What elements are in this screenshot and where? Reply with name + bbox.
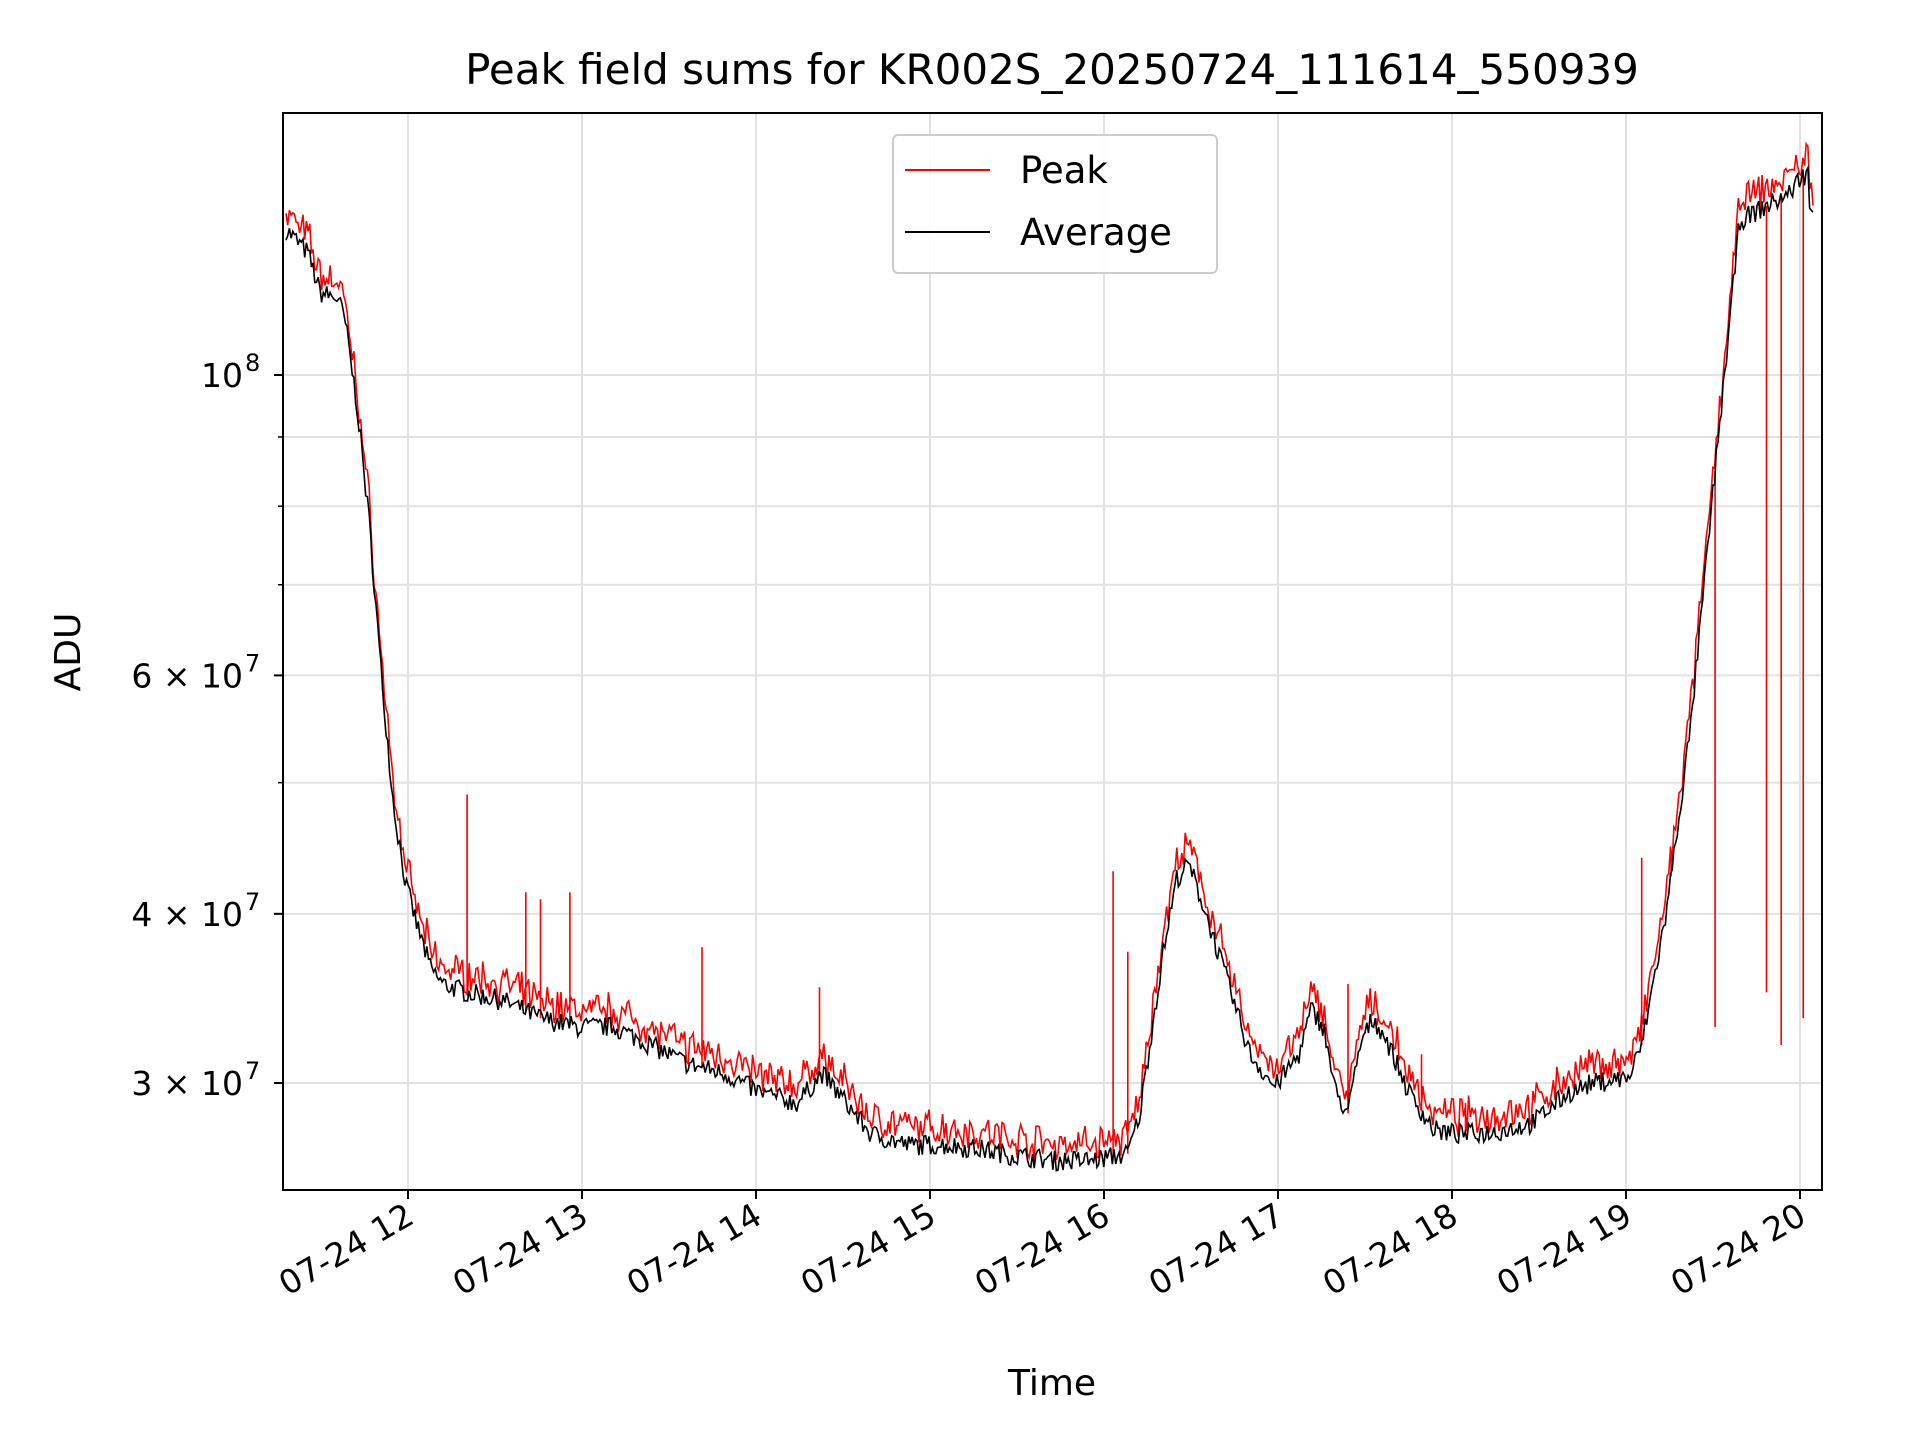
- y-tick-label-exp: 7: [245, 649, 260, 677]
- series-layer: [285, 141, 1814, 1172]
- plot-frame: [282, 112, 1823, 1191]
- y-tick-label-base: 3 × 10: [131, 1064, 243, 1103]
- x-tick-label: 07-24 20: [1664, 1195, 1812, 1303]
- average-series-line: [285, 164, 1814, 1172]
- legend: Peak Average: [892, 134, 1218, 274]
- y-tick-label: 3 × 10: [131, 1064, 243, 1103]
- y-tick-label-base: 4 × 10: [131, 895, 243, 934]
- y-axis-label: ADU: [48, 613, 89, 692]
- x-tick-label: 07-24 15: [794, 1195, 942, 1303]
- peak-series-line: [285, 141, 1814, 1162]
- x-tick-label: 07-24 17: [1142, 1195, 1290, 1303]
- y-tick-label-exp: 7: [245, 1057, 260, 1085]
- x-tick-label: 07-24 18: [1316, 1195, 1464, 1303]
- y-tick-label-base: 10: [201, 356, 243, 395]
- chart-title: Peak field sums for KR002S_20250724_1116…: [465, 45, 1639, 94]
- y-tick-label-base: 6 × 10: [131, 656, 243, 695]
- x-tick-label: 07-24 12: [272, 1195, 420, 1303]
- y-tick-label-exp: 7: [245, 888, 260, 916]
- x-tick-label: 07-24 19: [1490, 1195, 1638, 1303]
- legend-label-average: Average: [1020, 211, 1172, 254]
- x-tick-label: 07-24 14: [620, 1195, 768, 1303]
- grid: [283, 113, 1822, 1190]
- x-tick-label: 07-24 16: [968, 1195, 1116, 1303]
- x-tick-label: 07-24 13: [446, 1195, 594, 1303]
- y-tick-label: 6 × 10: [131, 656, 243, 695]
- y-tick-label: 4 × 10: [131, 895, 243, 934]
- x-axis-label: Time: [1007, 1363, 1096, 1404]
- ticks: 07-24 12 07-24 13 07-24 14 07-24 15 07-24 16…: [131, 349, 1812, 1303]
- legend-label-peak: Peak: [1020, 149, 1108, 192]
- y-tick-label-exp: 8: [245, 349, 260, 377]
- y-tick-label: 10: [201, 356, 243, 395]
